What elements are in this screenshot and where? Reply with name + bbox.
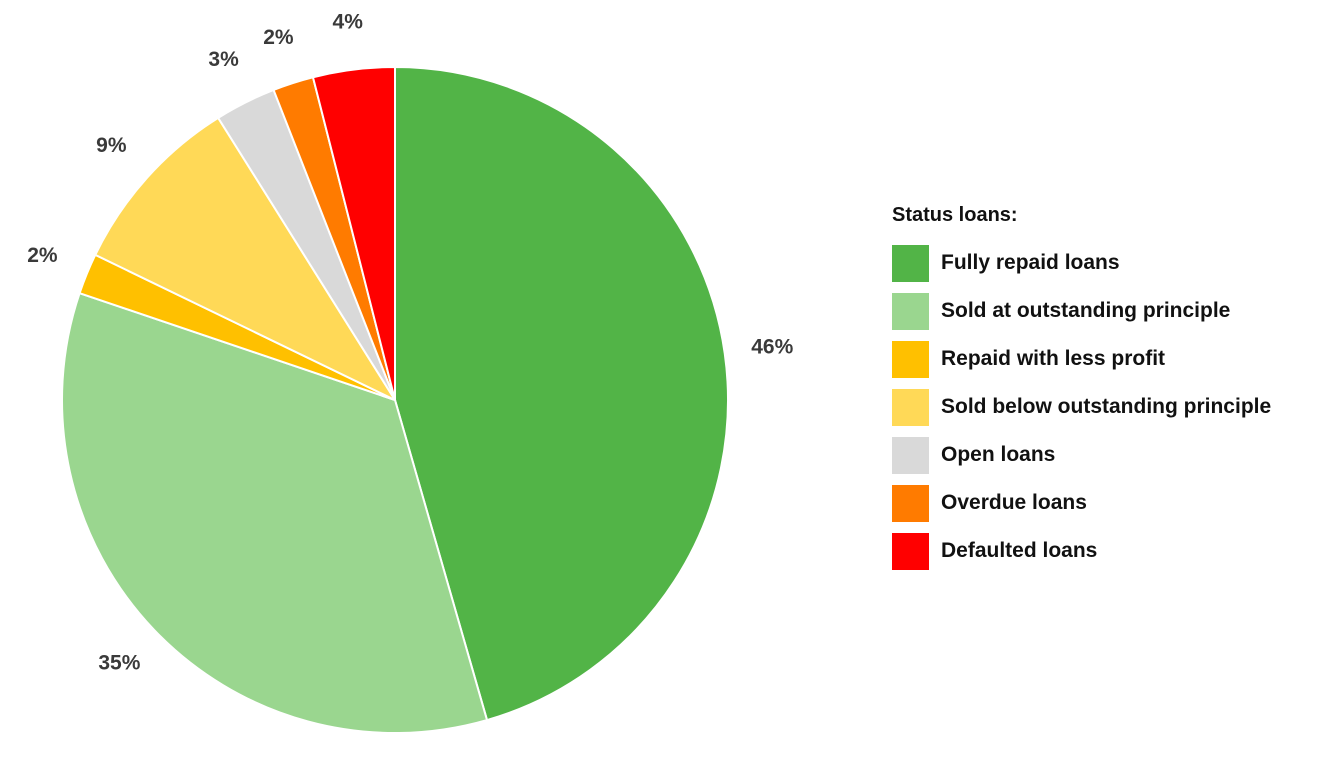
pie-slice-label-4: 9%	[96, 134, 127, 157]
pie-slice-label-7: 4%	[333, 10, 364, 33]
legend-items: Fully repaid loans Sold at outstanding pr…	[892, 244, 1322, 570]
pie-slice-1	[394, 66, 729, 722]
pie-slice-label-1: 46%	[751, 335, 793, 358]
legend-item-5: Open loans	[892, 436, 1322, 474]
legend-item-3: Repaid with less profit	[892, 340, 1322, 378]
legend-label: Fully repaid loans	[941, 251, 1120, 274]
legend-item-7: Defaulted loans	[892, 532, 1322, 570]
pie-slice-label-6: 2%	[263, 26, 294, 49]
legend-swatch	[892, 340, 929, 378]
legend-item-1: Fully repaid loans	[892, 244, 1322, 282]
legend: Status loans: Fully repaid loans Sold at …	[892, 200, 1322, 580]
legend-swatch	[892, 244, 929, 282]
legend-item-4: Sold below outstanding principle	[892, 388, 1322, 426]
legend-swatch	[892, 292, 929, 330]
legend-swatch	[892, 532, 929, 570]
legend-label: Open loans	[941, 443, 1056, 466]
legend-swatch	[892, 388, 929, 426]
legend-label: Overdue loans	[941, 491, 1087, 514]
pie-slice-label-3: 2%	[27, 244, 58, 267]
pie-slice-label-2: 35%	[98, 652, 140, 675]
legend-item-2: Sold at outstanding principle	[892, 292, 1322, 330]
legend-title: Status loans:	[892, 204, 1018, 226]
legend-item-6: Overdue loans	[892, 484, 1322, 522]
legend-swatch	[892, 436, 929, 474]
pie-chart: 46% 35% 2% 9% 3% 2% 4%	[27, 10, 794, 734]
pie-slice-label-5: 3%	[208, 48, 239, 71]
legend-label: Sold below outstanding principle	[941, 395, 1272, 418]
legend-label: Defaulted loans	[941, 539, 1098, 562]
pie-labels: 46% 35% 2% 9% 3% 2% 4%	[27, 10, 793, 674]
legend-swatch	[892, 484, 929, 522]
pie-slice-2	[61, 292, 489, 734]
pie-slice-7	[311, 66, 396, 401]
pie-slices	[61, 66, 729, 734]
pie-slice-4	[94, 116, 396, 401]
legend-label: Repaid with less profit	[941, 347, 1166, 370]
legend-label: Sold at outstanding principle	[941, 299, 1231, 322]
